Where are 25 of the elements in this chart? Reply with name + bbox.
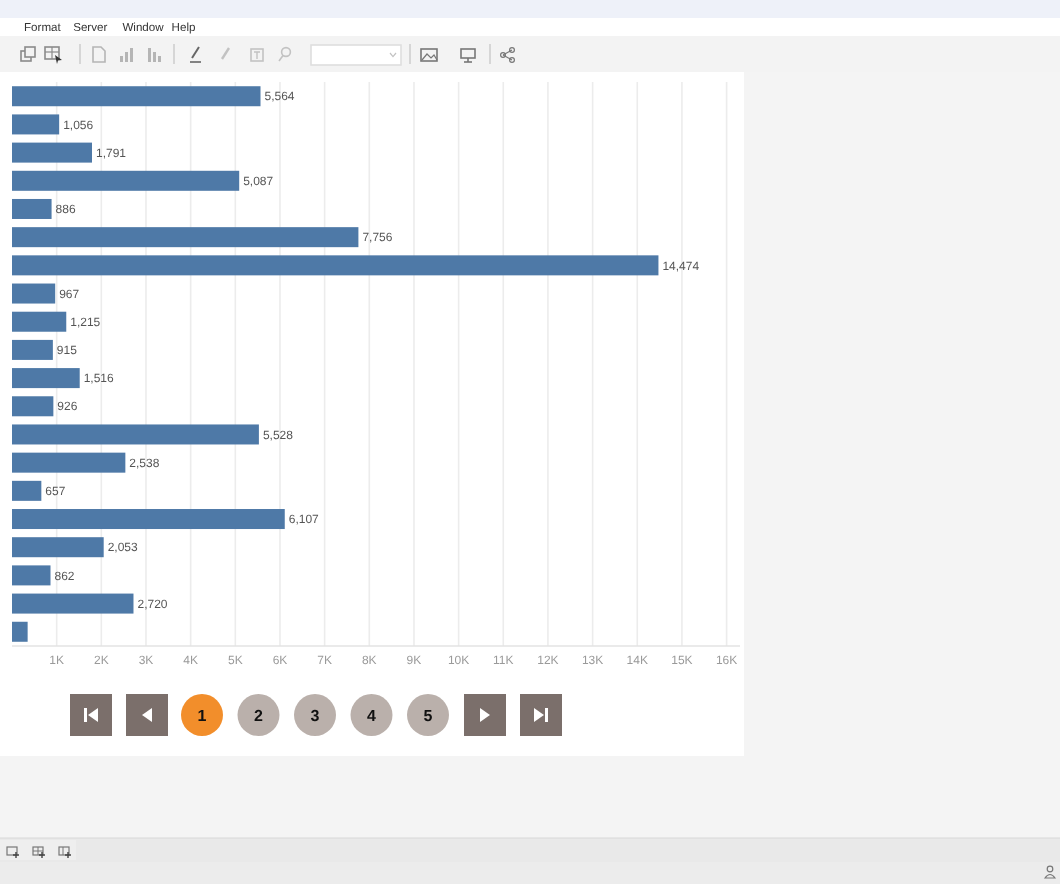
page-button: 1: [181, 694, 223, 736]
bar: [12, 565, 51, 586]
bar: [12, 198, 52, 219]
page-button: 2: [237, 694, 280, 736]
bar: [12, 339, 53, 360]
page-button: 3: [294, 694, 336, 736]
bar: [12, 621, 28, 642]
bar: [12, 396, 54, 417]
bar: [12, 283, 56, 304]
bar: [12, 593, 134, 614]
bar: [12, 368, 80, 389]
bar: [12, 452, 126, 473]
page-button: 5: [407, 694, 449, 736]
bar: [12, 114, 60, 135]
bar: [12, 227, 359, 248]
bar: [12, 170, 240, 191]
bar: [12, 480, 42, 501]
bar: [12, 509, 285, 530]
bar: [12, 311, 67, 332]
bar: [12, 86, 261, 107]
page-button: 4: [350, 694, 393, 736]
bar: [12, 255, 659, 276]
bar: [12, 424, 259, 445]
bar: [12, 537, 104, 558]
bar: [12, 142, 92, 163]
